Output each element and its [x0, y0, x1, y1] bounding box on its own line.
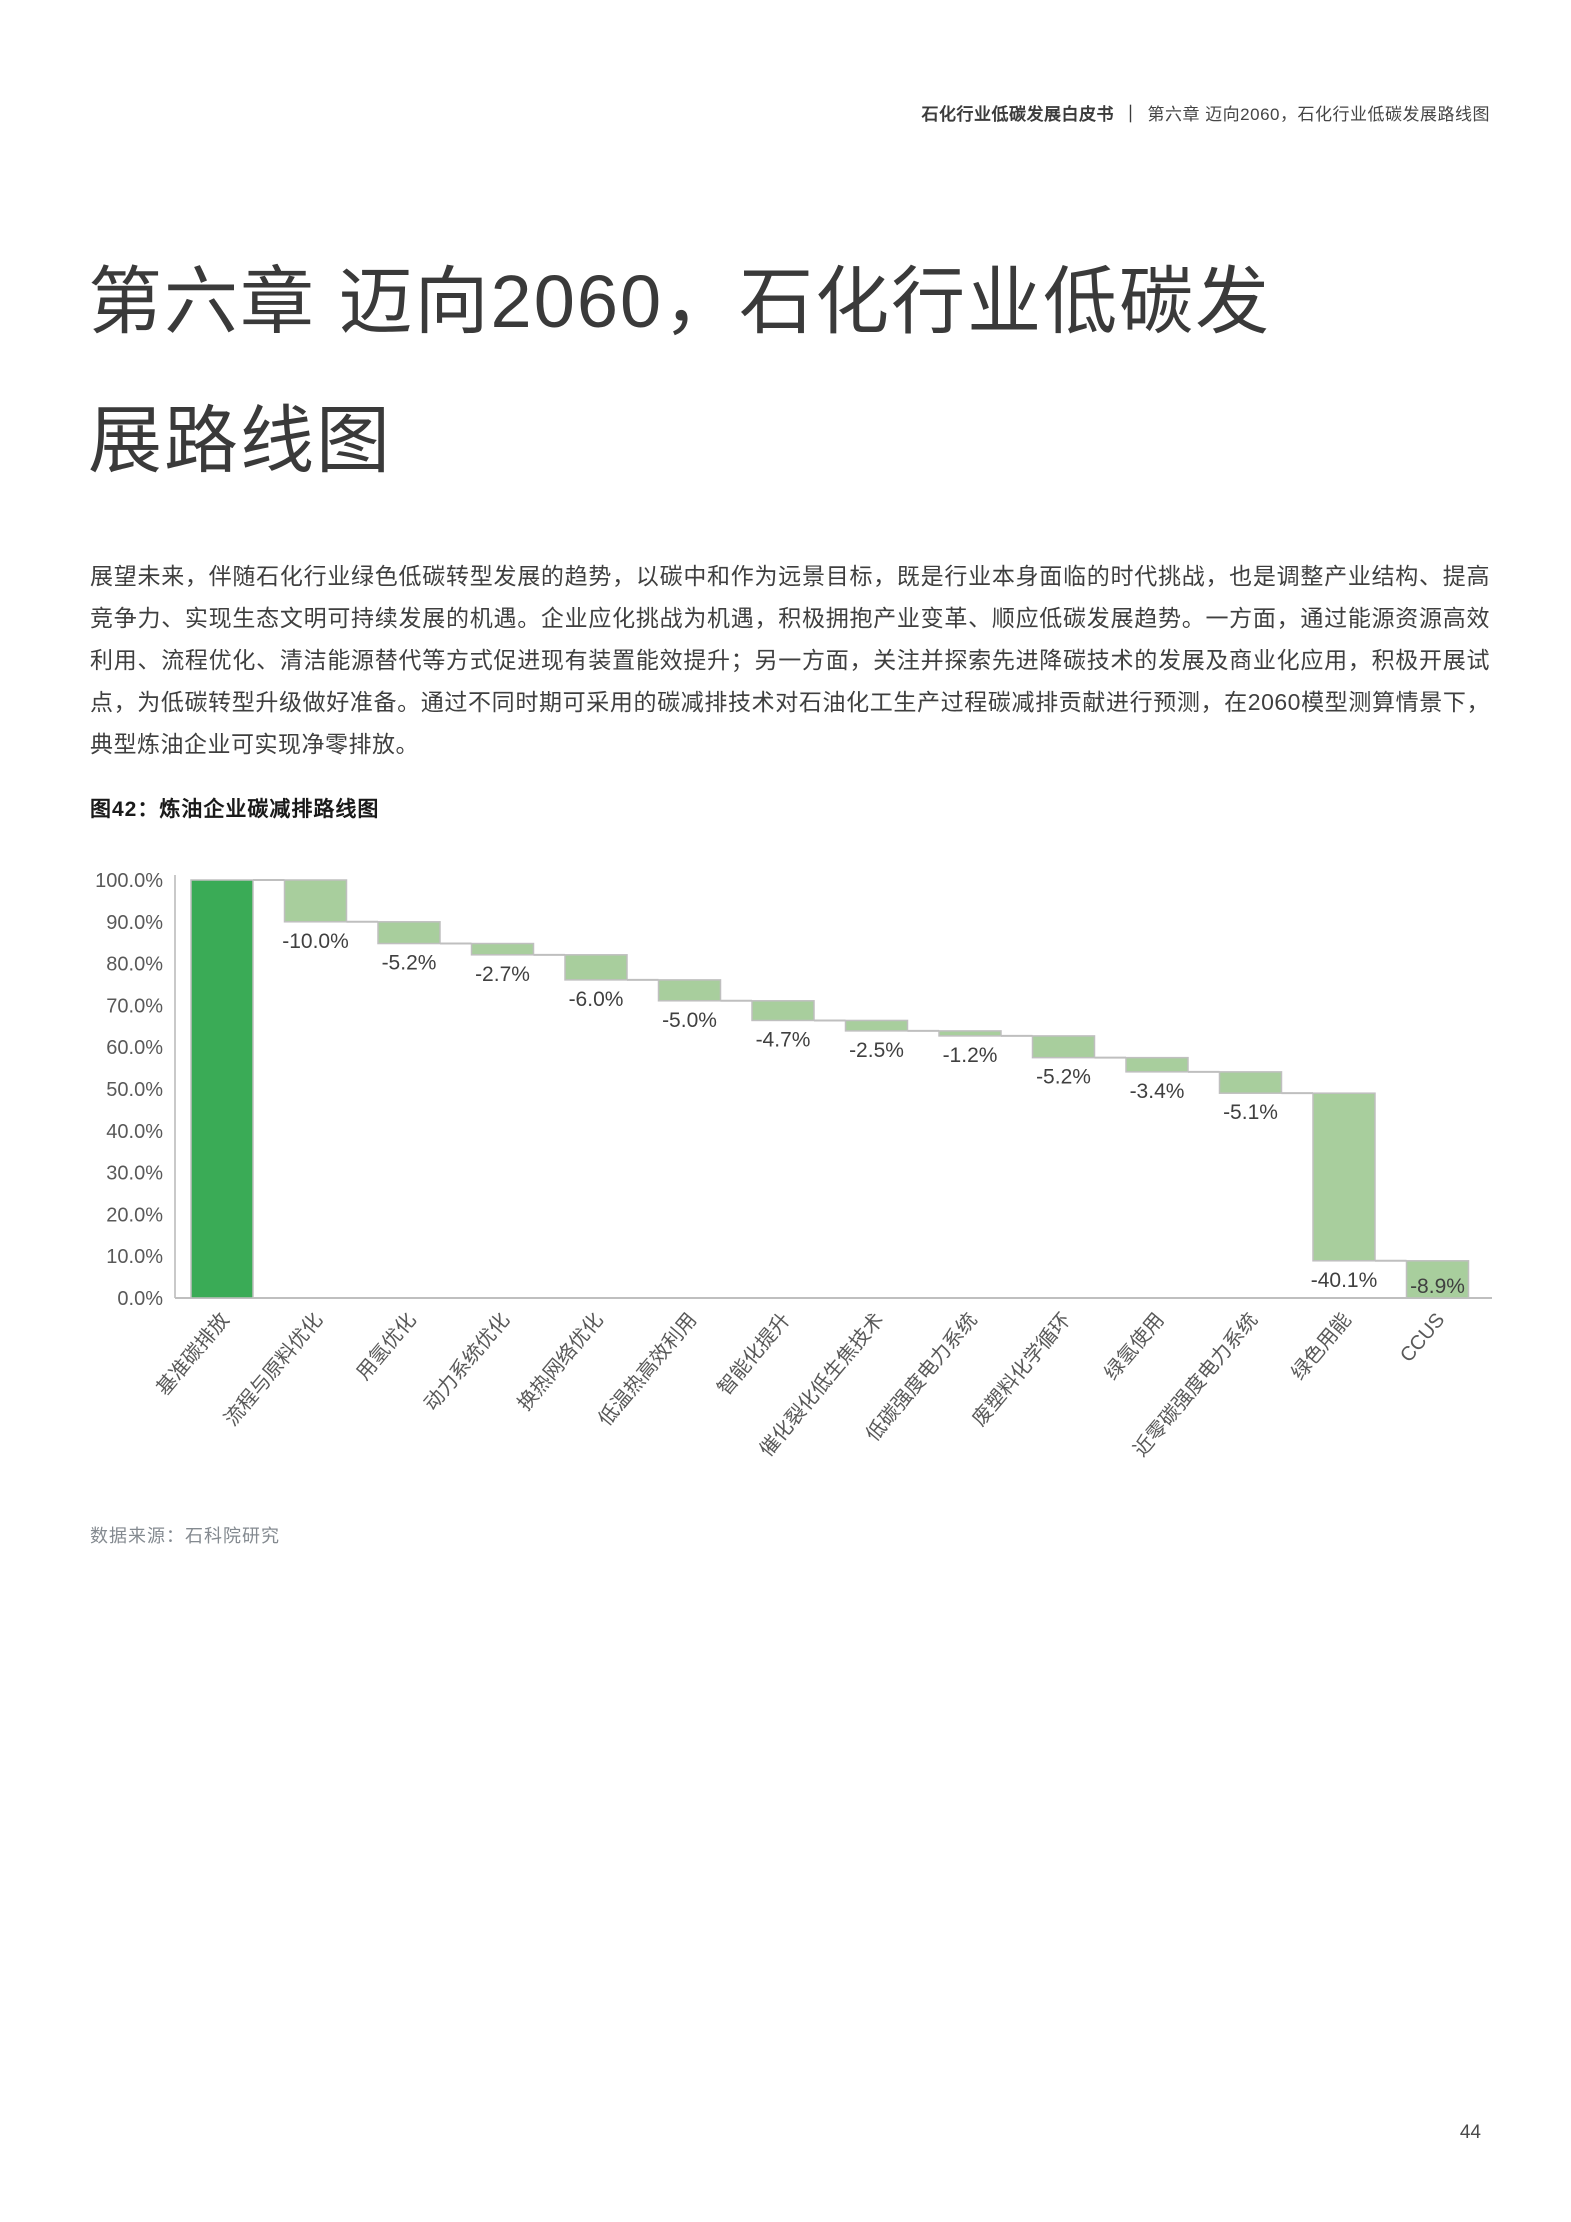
x-axis-category-label: 基准碳排放	[152, 1308, 234, 1399]
waterfall-bar	[564, 954, 628, 981]
bar-value-label: -5.2%	[1036, 1066, 1091, 1089]
chapter-title-line1: 第六章 迈向2060，石化行业低碳发	[88, 260, 1272, 343]
y-axis-tick: 90.0%	[106, 912, 163, 934]
bar-value-label: -2.7%	[475, 963, 530, 986]
x-axis-category-label: 低温热高效利用	[594, 1308, 702, 1430]
y-axis-tick: 0.0%	[117, 1288, 163, 1310]
data-source-note: 数据来源：石科院研究	[90, 1526, 280, 1546]
bar-value-label: -1.2%	[943, 1044, 998, 1067]
x-axis-category-label: 绿色用能	[1287, 1308, 1356, 1384]
y-axis-tick: 30.0%	[106, 1163, 163, 1185]
bar-value-label: -5.1%	[1223, 1101, 1278, 1124]
chapter-title: 第六章 迈向2060，石化行业低碳发 展路线图	[88, 232, 1508, 510]
waterfall-bar	[657, 979, 722, 1002]
waterfall-bar	[377, 921, 441, 945]
y-axis-tick: 70.0%	[106, 995, 163, 1017]
waterfall-bar	[283, 879, 348, 923]
bar-value-label: -5.2%	[382, 952, 437, 975]
bar-value-label: -8.9%	[1410, 1275, 1465, 1298]
page-number: 44	[1459, 2122, 1481, 2143]
waterfall-bar	[751, 1000, 815, 1022]
bar-value-label: -10.0%	[282, 930, 349, 953]
bar-value-label: -6.0%	[569, 988, 624, 1011]
x-axis-category-label: 绿氢使用	[1100, 1308, 1169, 1384]
bar-value-label: -5.0%	[662, 1009, 717, 1032]
x-axis-category-label: 换热网络优化	[513, 1308, 608, 1415]
figure-caption: 图42：炼油企业碳减排路线图	[90, 798, 380, 821]
chapter-title-line2: 展路线图	[88, 399, 392, 483]
x-axis-category-label: 动力系统优化	[420, 1308, 515, 1415]
y-axis-tick: 80.0%	[106, 954, 163, 976]
header-separator: ｜	[1121, 105, 1140, 124]
waterfall-bar	[1218, 1071, 1283, 1094]
waterfall-bar	[844, 1019, 909, 1032]
y-axis-tick: 10.0%	[106, 1246, 163, 1268]
x-axis-category-label: 流程与原料优化	[220, 1308, 328, 1430]
x-axis-category-label: 用氢优化	[352, 1308, 421, 1384]
bar-value-label: -4.7%	[756, 1028, 811, 1051]
y-axis-tick: 40.0%	[106, 1121, 163, 1143]
x-axis-category-label: CCUS	[1396, 1309, 1449, 1367]
waterfall-bar	[190, 879, 254, 1299]
header-chapter: 第六章 迈向2060，石化行业低碳发展路线图	[1147, 105, 1490, 124]
waterfall-chart-container: 100.0% 90.0% 80.0% 70.0% 60.0% 50.0% 40.0% 30.0…	[60, 855, 1510, 1515]
x-axis-category-label: 废塑料化学循环	[968, 1308, 1076, 1430]
waterfall-bar	[938, 1030, 1002, 1037]
y-axis-tick: 50.0%	[106, 1079, 163, 1101]
bar-value-label: -3.4%	[1130, 1080, 1185, 1103]
waterfall-bar	[1031, 1035, 1096, 1059]
waterfall-bar	[1312, 1092, 1376, 1262]
waterfall-bar	[470, 942, 535, 956]
page-header: 石化行业低碳发展白皮书 ｜ 第六章 迈向2060，石化行业低碳发展路线图	[921, 100, 1490, 125]
x-axis-category-label: 智能化提升	[713, 1308, 795, 1399]
header-book-title: 石化行业低碳发展白皮书	[921, 105, 1114, 124]
y-axis-tick: 100.0%	[95, 870, 163, 892]
waterfall-bar	[1125, 1056, 1189, 1073]
waterfall-chart: 100.0% 90.0% 80.0% 70.0% 60.0% 50.0% 40.0% 30.0…	[95, 870, 1492, 1461]
body-paragraph: 展望未来，伴随石化行业绿色低碳转型发展的趋势，以碳中和作为远景目标，既是行业本身…	[90, 563, 1490, 757]
y-axis-tick: 20.0%	[106, 1204, 163, 1226]
bar-value-label: -2.5%	[849, 1039, 904, 1062]
waterfall-bar	[1405, 1260, 1470, 1299]
bar-value-label: -40.1%	[1311, 1269, 1378, 1292]
y-axis-tick: 60.0%	[106, 1037, 163, 1059]
